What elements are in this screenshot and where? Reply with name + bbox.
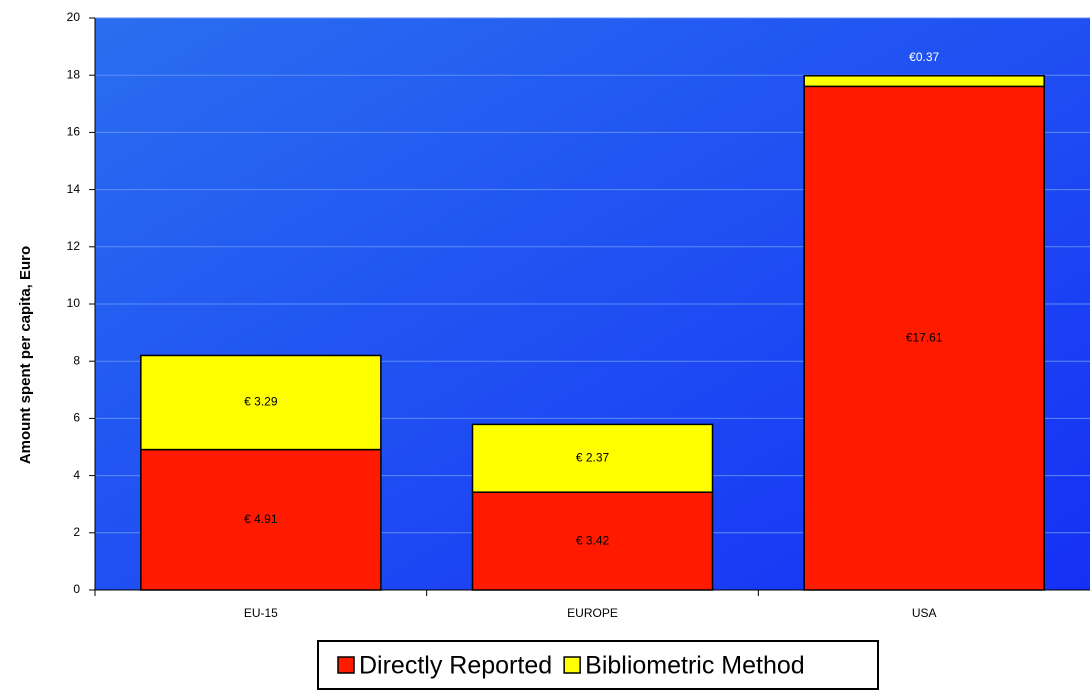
bar-segment xyxy=(140,448,382,591)
legend-label: Directly Reported xyxy=(359,652,552,680)
legend-swatch xyxy=(337,656,355,674)
legend-label: Bibliometric Method xyxy=(585,652,805,680)
bar-segment xyxy=(803,75,1045,88)
bar-segment xyxy=(471,423,714,493)
y-axis-label: Amount spent per capita, Euro xyxy=(17,246,34,464)
value-label: € 4.91 xyxy=(244,512,278,526)
value-label: €0.37 xyxy=(909,50,939,64)
x-tick-label: USA xyxy=(912,606,937,620)
legend-box xyxy=(317,640,879,690)
bar-segment xyxy=(471,491,714,591)
bar-segment xyxy=(803,85,1045,591)
value-label: € 2.37 xyxy=(576,450,610,464)
y-tick-label: 14 xyxy=(67,182,81,196)
y-tick-label: 12 xyxy=(67,239,81,253)
value-label: € 3.42 xyxy=(576,533,610,547)
value-label: €17.61 xyxy=(906,330,943,344)
y-tick-label: 0 xyxy=(73,582,80,596)
y-tick-label: 10 xyxy=(67,296,81,310)
legend-swatch xyxy=(563,656,581,674)
legend: Directly Reported Bibliometric Method xyxy=(317,640,879,690)
y-tick-label: 16 xyxy=(67,125,81,139)
y-tick-label: 20 xyxy=(67,10,81,24)
x-tick-label: EU-15 xyxy=(244,606,278,620)
y-tick-label: 18 xyxy=(67,67,81,81)
y-tick-label: 6 xyxy=(73,411,80,425)
bar-segment xyxy=(140,354,382,451)
x-tick-label: EUROPE xyxy=(567,606,618,620)
value-label: € 3.29 xyxy=(244,395,278,409)
y-tick-label: 8 xyxy=(73,353,80,367)
y-tick-label: 2 xyxy=(73,525,80,539)
y-tick-label: 4 xyxy=(73,468,80,482)
